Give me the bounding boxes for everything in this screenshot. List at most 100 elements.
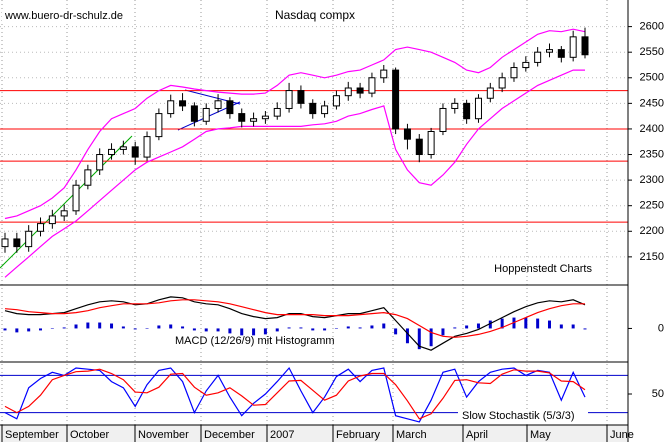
histogram-bar (50, 328, 54, 329)
x-tick-label: May (530, 429, 551, 441)
candle-body (48, 215, 56, 225)
histogram-bar (192, 328, 196, 331)
histogram-bar (110, 323, 114, 329)
histogram-bar (3, 328, 7, 331)
histogram-bar (98, 322, 102, 329)
histogram-bar (121, 326, 125, 329)
candle-body (60, 210, 68, 217)
candle-body (37, 223, 45, 232)
y-tick-label: 2400 (640, 123, 664, 135)
candle-body (439, 107, 447, 132)
x-axis-strip (0, 425, 628, 442)
histogram-bar (441, 328, 445, 336)
candle-body (131, 146, 139, 158)
histogram-bar (453, 327, 457, 329)
x-tick-label: 2007 (270, 429, 294, 441)
histogram-bar (417, 328, 421, 350)
histogram-bar (394, 328, 398, 335)
candle-body (179, 100, 187, 107)
histogram-bar (299, 327, 303, 329)
candle-body (119, 146, 127, 150)
candle-body (167, 100, 175, 115)
candle-body (522, 61, 530, 69)
candle-body (250, 118, 258, 122)
stoch-label-box (458, 409, 588, 423)
candle-body (474, 97, 482, 120)
candle-body (261, 115, 269, 120)
y-tick-label: 2200 (640, 225, 664, 237)
marks (0, 27, 628, 423)
candle-body (321, 105, 329, 115)
macd-line (4, 299, 585, 338)
candle-body (143, 136, 151, 158)
histogram-bar (476, 323, 480, 329)
bollinger-band (4, 28, 586, 220)
histogram-bar (382, 323, 386, 329)
candle-body (427, 130, 435, 156)
panel-title: MACD (12/26/9) mit Histogramm (175, 335, 335, 347)
candle-body (226, 100, 234, 115)
x-tick-label: March (396, 429, 427, 441)
candle-body (155, 113, 163, 138)
stoch-line (4, 368, 586, 420)
histogram-bar (334, 328, 338, 329)
histogram-bar (559, 324, 563, 329)
trend-line (0, 135, 133, 269)
candle-body (534, 51, 542, 63)
histogram-bar (500, 318, 504, 329)
candle-body (238, 113, 246, 122)
candle-body (285, 90, 293, 109)
histogram-bar (358, 327, 362, 329)
x-tick-label: September (5, 429, 59, 441)
histogram-bar (181, 326, 185, 329)
candle-body (510, 67, 518, 79)
histogram-bar (275, 328, 279, 332)
candle-body (309, 102, 317, 115)
candle-body (96, 154, 104, 171)
histogram-bar (405, 328, 409, 344)
x-tick-label: June (610, 429, 634, 441)
panel-title: Slow Stochastik (5/3/3) (462, 410, 575, 422)
candle-body (486, 87, 494, 99)
histogram-bar (524, 317, 528, 329)
y-tick-label: 2250 (640, 200, 664, 212)
candle-body (1, 238, 9, 248)
candle-body (332, 95, 340, 107)
candle-body (557, 49, 565, 58)
candle-body (451, 102, 459, 109)
x-tick-label: December (204, 429, 255, 441)
histogram-bar (240, 328, 244, 336)
histogram-bar (323, 328, 327, 331)
y-tick-label: 2150 (640, 251, 664, 263)
histogram-bar (252, 328, 256, 336)
candle-body (545, 49, 553, 53)
x-tick-label: November (138, 429, 189, 441)
y-tick-label: 2300 (640, 174, 664, 186)
candle-body (392, 69, 400, 130)
candle-body (344, 87, 352, 97)
histogram-bar (62, 327, 66, 329)
candle-body (297, 90, 305, 104)
histogram-bar (583, 328, 587, 330)
histogram-bar (263, 328, 267, 335)
x-tick-label: October (70, 429, 109, 441)
y-tick-label: 2600 (640, 21, 664, 33)
source-box (2, 9, 130, 23)
histogram-bar (204, 328, 208, 332)
histogram-bar (429, 328, 433, 347)
candle-body (190, 105, 198, 122)
candle-body (108, 148, 116, 156)
histogram-bar (27, 328, 31, 332)
candle-body (72, 184, 80, 212)
macd-line (4, 296, 586, 351)
histogram-bar (157, 325, 161, 329)
candle-body (13, 238, 21, 248)
histogram-bar (74, 324, 78, 329)
histogram-bar (370, 325, 374, 329)
histogram-bar (39, 328, 43, 331)
candle-body (498, 77, 506, 89)
y-tick-label: 2450 (640, 97, 664, 109)
candle-body (463, 102, 471, 120)
candle-body (356, 87, 364, 94)
